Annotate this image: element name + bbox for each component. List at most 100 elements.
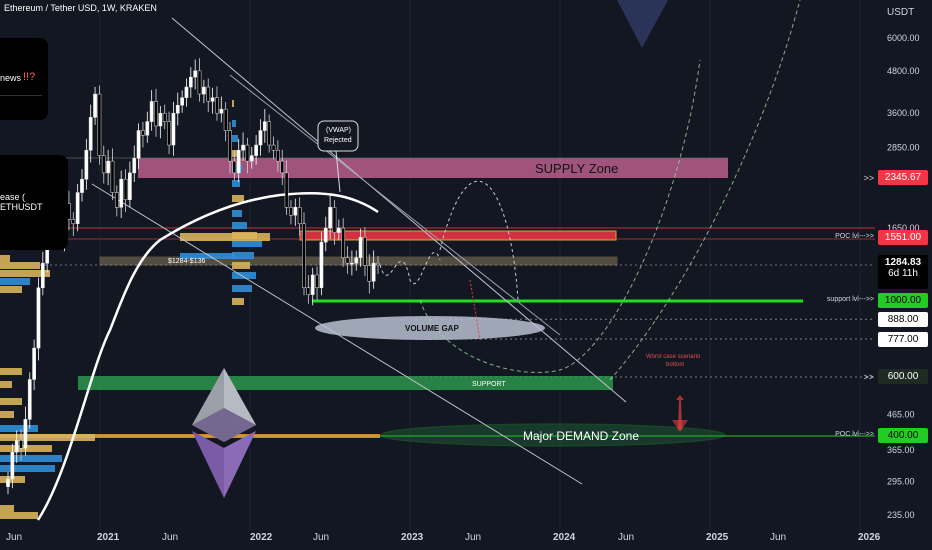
candle-body <box>128 172 132 200</box>
candle-body <box>188 76 193 88</box>
candle-body <box>136 130 141 159</box>
profile-bar <box>0 455 62 462</box>
candle-body <box>241 144 245 151</box>
profile-bar <box>232 195 244 202</box>
projection-long <box>609 0 801 381</box>
profile-bar <box>232 150 240 157</box>
volume-gap-label: VOLUME GAP <box>405 324 459 333</box>
candle-body <box>358 237 363 258</box>
candle-body <box>376 262 380 266</box>
candle-body <box>249 155 254 162</box>
candle-body <box>206 86 211 102</box>
candle-body <box>319 241 324 289</box>
time-tick-label: 2023 <box>401 532 424 543</box>
channel-upper-line <box>171 17 627 403</box>
ethereum-logo-lower-facet <box>224 431 256 498</box>
price-label-400-00: 400.00 <box>878 428 928 443</box>
candle-body <box>341 227 346 258</box>
profile-bar <box>0 398 22 405</box>
candle-body <box>306 287 311 295</box>
candle-body <box>167 121 171 146</box>
profile-bar <box>0 255 10 262</box>
time-tick-label: 2021 <box>97 532 120 543</box>
price-label-600-00: 600.00 <box>878 369 928 384</box>
profile-bar <box>232 252 254 259</box>
price-tick-label: 3600.00 <box>887 108 920 118</box>
price-label-2345-67: 2345.67 <box>878 170 928 185</box>
profile-bar <box>232 135 238 142</box>
support-zone-label: SUPPORT <box>472 381 506 388</box>
ethereum-logo-core <box>192 408 256 442</box>
candle-body <box>345 257 350 264</box>
candle-body <box>350 262 354 265</box>
profile-bar <box>0 411 14 418</box>
price-tick-label: 1650.00 <box>887 223 920 233</box>
worst-case-label-line1: Worst case scenario <box>646 354 701 360</box>
candle-body <box>106 160 110 174</box>
channel-lower-line <box>91 183 583 485</box>
time-tick-label: Jun <box>770 532 786 543</box>
price-label-prefix: POC lvl--->> <box>835 431 874 438</box>
support-zone <box>78 376 613 390</box>
time-tick-label: 2024 <box>553 532 576 543</box>
profile-bar <box>180 253 235 259</box>
candle-body <box>27 379 32 420</box>
price-tick-label: 465.00 <box>887 410 915 420</box>
candle-body <box>23 419 28 449</box>
profile-bar <box>0 270 50 277</box>
candle-body <box>293 207 298 216</box>
supply-zone-label: SUPPLY Zone <box>535 161 618 176</box>
news-card[interactable]: news !!? <box>0 38 48 120</box>
candle-body <box>310 274 315 295</box>
price-label-1000-00: 1000.00 <box>878 293 928 308</box>
candle-body <box>328 207 332 229</box>
profile-bar <box>232 272 256 279</box>
price-tick-label: 365.00 <box>887 445 915 455</box>
candle-body <box>171 112 176 146</box>
candle-body <box>371 262 376 282</box>
time-tick-label: 2025 <box>706 532 729 543</box>
profile-bar <box>0 262 40 269</box>
candle-body <box>40 262 45 289</box>
candle-body <box>289 207 293 216</box>
candle-body <box>332 207 337 233</box>
axis-unit: USDT <box>887 7 914 18</box>
time-tick-label: Jun <box>6 532 22 543</box>
candle-body <box>180 97 184 106</box>
projection-arc <box>439 180 519 301</box>
release-card[interactable]: ease ( ETHUSDT <box>0 155 68 250</box>
time-tick-label: Jun <box>465 532 481 543</box>
candle-body <box>215 97 219 114</box>
candle-body <box>119 178 124 208</box>
channel-mid-line <box>229 74 561 336</box>
price-tick-label: 235.00 <box>887 510 915 520</box>
time-tick-label: Jun <box>162 532 178 543</box>
release-card-text: ease ( ETHUSDT <box>0 192 43 212</box>
candle-body <box>101 155 106 174</box>
profile-bar <box>0 512 38 519</box>
profile-bar <box>232 210 242 217</box>
candle-body <box>75 192 80 224</box>
volume-gap-ellipse <box>315 316 545 340</box>
candle-body <box>336 227 341 233</box>
price-label-1284-83: 1284.83 6d 11h <box>878 255 928 289</box>
candle-body <box>271 144 276 151</box>
price-label-prefix: POC lvl--->> <box>835 233 874 240</box>
candle-body <box>262 121 267 131</box>
vwap-bubble <box>317 120 359 152</box>
candle-body <box>71 219 76 224</box>
profile-bar <box>232 100 234 107</box>
profile-bar <box>0 286 22 293</box>
price-tick-label: 2850.00 <box>887 143 920 153</box>
profile-bar <box>0 505 14 512</box>
time-tick-label: Jun <box>618 532 634 543</box>
vwap-label-line2: Rejected <box>324 137 352 144</box>
candle-body <box>141 130 145 136</box>
worst-case-label-line2: bottom <box>666 362 684 368</box>
candle-body <box>258 130 263 146</box>
time-tick-label: 2022 <box>250 532 273 543</box>
candle-body <box>354 257 359 264</box>
candle-body <box>197 70 202 95</box>
